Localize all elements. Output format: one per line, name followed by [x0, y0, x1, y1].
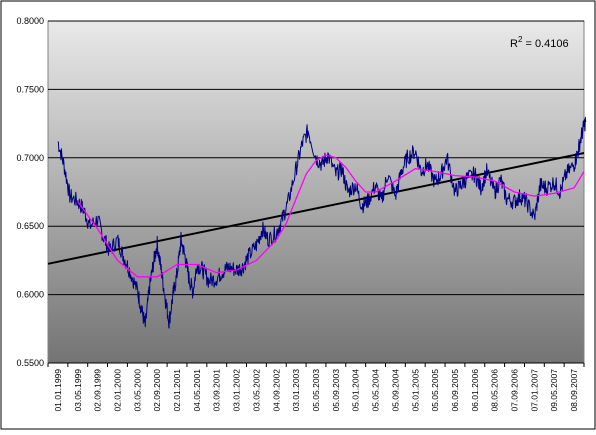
r-squared-value: = 0.4106	[522, 38, 568, 50]
y-tick-label: 0.5500	[16, 358, 44, 368]
x-axis: 01.01.1999 03.05.1999 02.09.1999 02.01.2000…	[47, 362, 585, 412]
y-tick-label: 0.6000	[16, 290, 44, 300]
x-tick-label: 02.01.2001	[172, 369, 182, 412]
x-tick-label: 06.01.2006	[470, 369, 480, 412]
x-tick-label: 04.05.2001	[192, 369, 202, 412]
x-tick-label: 02.09.1999	[93, 369, 103, 412]
x-tick-label: 05.09.2003	[331, 369, 341, 412]
y-tick-label: 0.8000	[16, 16, 44, 26]
x-tick-label: 02.09.2000	[152, 369, 162, 412]
x-tick-label: 05.01.2005	[410, 369, 420, 412]
r-squared-superscript: 2	[518, 35, 523, 44]
x-tick-label: 02.01.2000	[112, 369, 122, 412]
x-tick-label: 04.09.2002	[271, 369, 281, 412]
x-tick-label: 07.01.2007	[529, 369, 539, 412]
x-tick-label: 08.05.2006	[490, 369, 500, 412]
price-series-line	[57, 116, 587, 329]
x-tick-label: 03.01.2002	[232, 369, 242, 412]
x-tick-label: 09.05.2007	[549, 369, 559, 412]
moving-average-series-line	[77, 154, 585, 278]
x-tick-label: 01.01.1999	[53, 369, 63, 412]
x-tick-label: 05.09.2004	[390, 369, 400, 412]
price-series-layer	[57, 116, 587, 329]
plot-area	[47, 20, 585, 364]
trend-line-series-line	[47, 152, 585, 265]
x-tick-label: 05.05.2003	[311, 369, 321, 412]
trend-line-layer	[47, 152, 585, 265]
r-squared-label: R	[510, 38, 518, 50]
y-tick-label: 0.7000	[16, 153, 44, 163]
x-tick-label: 03.05.2000	[132, 369, 142, 412]
x-tick-label: 03.05.2002	[251, 369, 261, 412]
y-tick-label: 0.6500	[16, 221, 44, 231]
x-tick-label: 03.09.2001	[212, 369, 222, 412]
x-tick-label: 06.09.2005	[450, 369, 460, 412]
x-tick-label: 07.09.2006	[510, 369, 520, 412]
moving-average-layer	[77, 154, 585, 278]
x-tick-label: 03.05.1999	[73, 369, 83, 412]
x-tick-label: 05.05.2004	[371, 369, 381, 412]
x-tick-label: 03.01.2003	[291, 369, 301, 412]
y-tick-label: 0.7500	[16, 84, 44, 94]
x-tick-label: 05.05.2005	[430, 369, 440, 412]
x-tick-label: 08.09.2007	[569, 369, 579, 412]
y-axis: 0.8000 0.7500 0.7000 0.6500 0.6000 0.5500	[16, 16, 44, 368]
r-squared-annotation: R2 = 0.4106	[510, 35, 569, 50]
x-tick-label: 05.01.2004	[351, 369, 361, 412]
